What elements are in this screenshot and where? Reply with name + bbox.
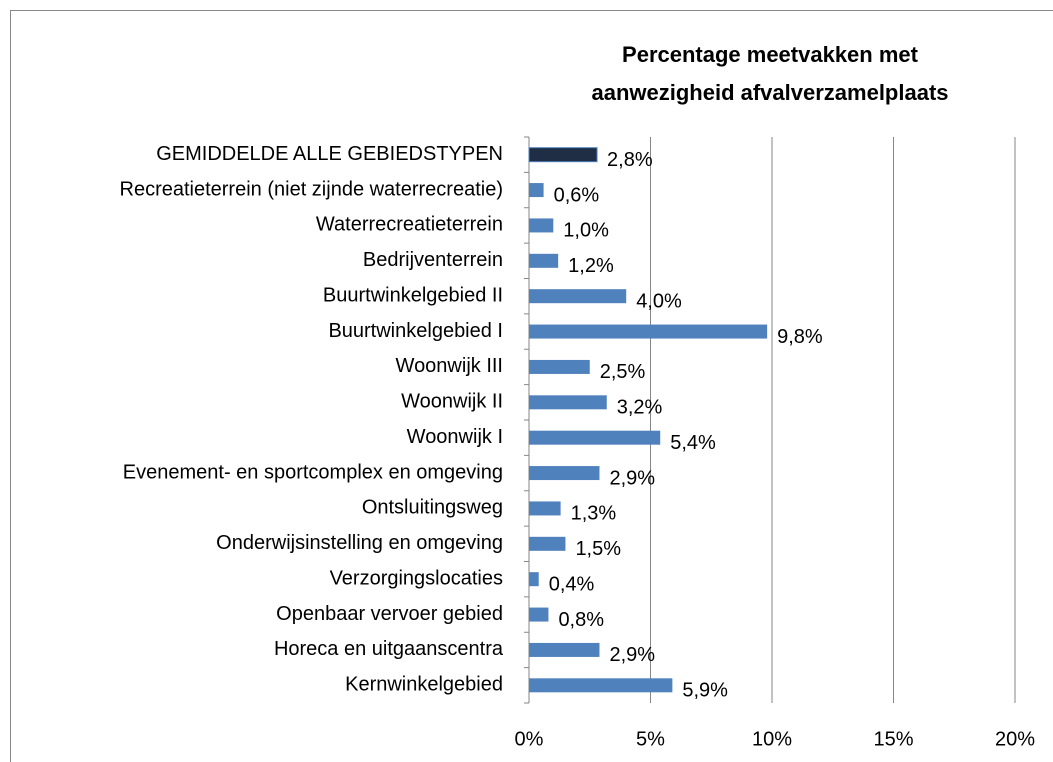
y-tick-label: Buurtwinkelgebied I: [328, 320, 503, 342]
data-label: 0,8%: [558, 609, 604, 631]
data-label: 2,9%: [609, 467, 655, 489]
data-label: 1,3%: [571, 503, 617, 525]
x-tick-label: 0%: [515, 728, 544, 750]
x-tick-label: 10%: [752, 728, 792, 750]
y-tick-label: GEMIDDELDE ALLE GEBIEDSTYPEN: [156, 143, 503, 165]
data-label: 3,2%: [617, 397, 663, 419]
y-tick-label: Kernwinkelgebied: [345, 674, 503, 696]
bar: [529, 678, 673, 693]
bar: [529, 253, 559, 268]
bar: [529, 324, 768, 339]
bar: [529, 395, 607, 410]
chart-title: Percentage meetvakken met: [622, 42, 919, 67]
bar: [529, 572, 539, 587]
bar: [529, 466, 600, 481]
x-tick-label: 15%: [873, 728, 913, 750]
data-label: 9,8%: [777, 326, 823, 348]
y-tick-label: Horeca en uitgaanscentra: [274, 638, 504, 660]
y-tick-label: Ontsluitingsweg: [362, 497, 503, 519]
data-label: 5,9%: [682, 680, 728, 702]
bar: [529, 536, 566, 551]
bar: [529, 218, 554, 233]
data-label: 5,4%: [670, 432, 716, 454]
y-tick-label: Buurtwinkelgebied II: [323, 284, 503, 306]
bar: [528, 147, 598, 163]
chart-title: aanwezigheid afvalverzamelplaats: [591, 80, 948, 105]
data-label: 4,0%: [636, 290, 682, 312]
data-label: 1,5%: [575, 538, 621, 560]
bar: [529, 642, 600, 657]
data-label: 1,0%: [563, 220, 609, 242]
data-label: 2,9%: [609, 644, 655, 666]
bar: [529, 430, 661, 445]
data-label: 1,2%: [568, 255, 614, 277]
bar: [529, 359, 590, 374]
y-tick-label: Verzorgingslocaties: [330, 567, 503, 589]
y-tick-label: Bedrijventerrein: [363, 249, 503, 271]
y-tick-label: Woonwijk II: [401, 391, 503, 413]
y-tick-label: Woonwijk III: [396, 355, 503, 377]
bar: [529, 183, 544, 198]
y-tick-label: Onderwijsinstelling en omgeving: [216, 532, 503, 554]
data-label: 0,6%: [554, 184, 600, 206]
data-label: 2,8%: [607, 149, 653, 171]
bar: [529, 501, 561, 516]
bar: [529, 607, 549, 622]
y-tick-label: Woonwijk I: [407, 426, 503, 448]
y-tick-label: Openbaar vervoer gebied: [276, 603, 503, 625]
chart-frame: [10, 10, 1053, 762]
y-tick-label: Evenement- en sportcomplex en omgeving: [123, 461, 503, 483]
data-label: 2,5%: [600, 361, 646, 383]
x-tick-label: 5%: [636, 728, 665, 750]
x-tick-label: 20%: [995, 728, 1035, 750]
bar: [529, 289, 627, 304]
y-tick-label: Recreatieterrein (niet zijnde waterrecre…: [120, 178, 504, 200]
y-tick-label: Waterrecreatieterrein: [316, 214, 503, 236]
data-label: 0,4%: [549, 573, 595, 595]
